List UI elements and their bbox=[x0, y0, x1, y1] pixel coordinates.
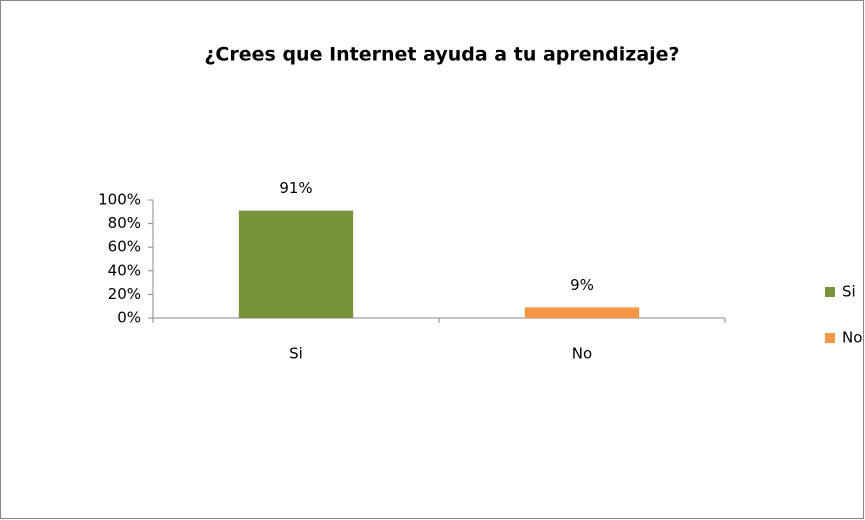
y-tick-label: 40% bbox=[108, 261, 141, 279]
y-tick-label: 60% bbox=[108, 238, 141, 256]
legend-label: Si bbox=[842, 283, 856, 301]
data-label: 91% bbox=[279, 179, 312, 197]
y-tick-label: 0% bbox=[117, 309, 141, 327]
bar bbox=[524, 307, 640, 318]
y-tick-label: 100% bbox=[98, 191, 141, 209]
legend-swatch bbox=[825, 287, 835, 297]
x-tick-label: Si bbox=[289, 345, 303, 363]
data-label: 9% bbox=[570, 276, 594, 294]
y-tick-label: 80% bbox=[108, 214, 141, 232]
legend-swatch bbox=[825, 333, 835, 343]
legend-label: No bbox=[842, 329, 862, 347]
x-tick-label: No bbox=[572, 345, 592, 363]
y-tick-label: 20% bbox=[108, 285, 141, 303]
bar bbox=[238, 210, 354, 318]
chart-title: ¿Crees que Internet ayuda a tu aprendiza… bbox=[204, 44, 679, 66]
